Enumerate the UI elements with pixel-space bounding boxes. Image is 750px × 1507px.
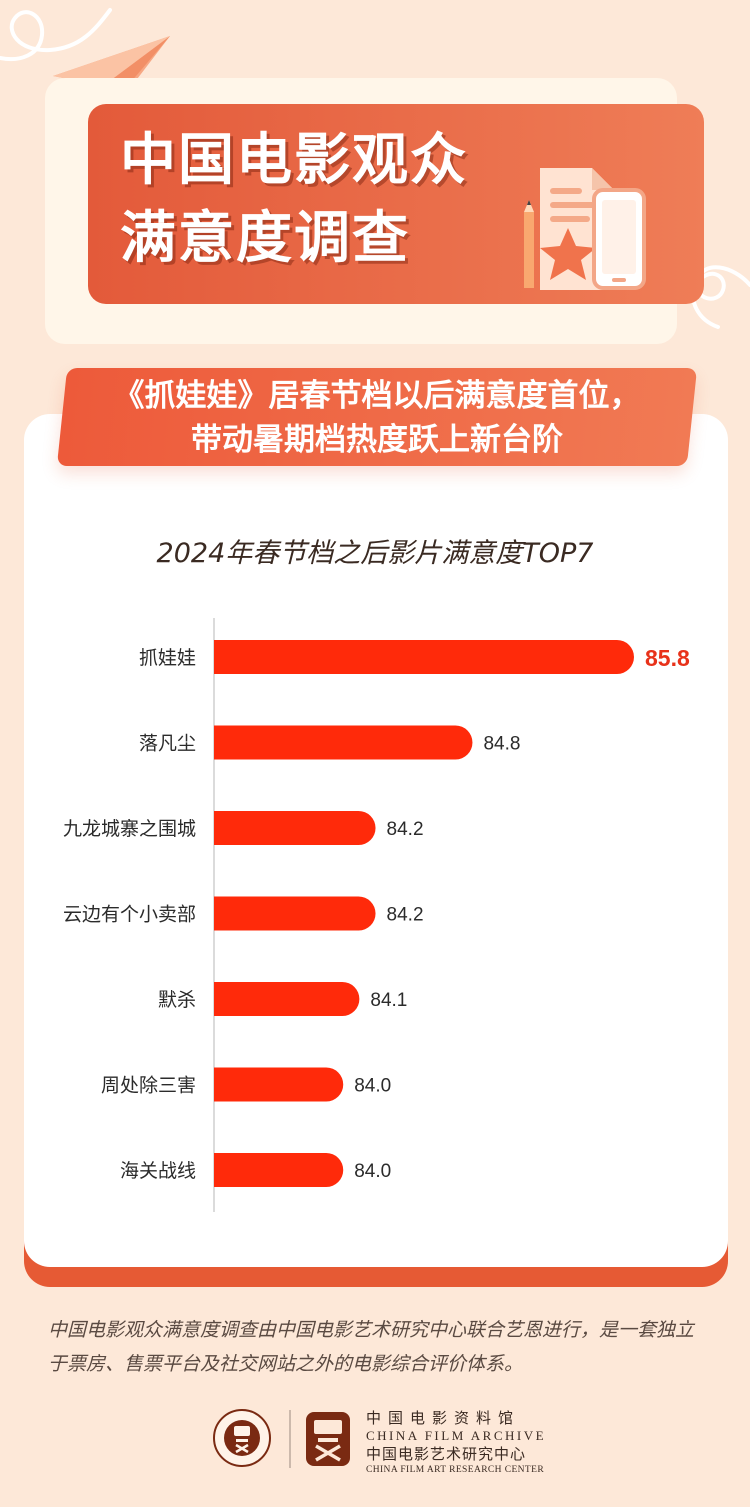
film-art-logo-icon: [306, 1412, 350, 1466]
bar-chart: 抓娃娃 85.8 落凡尘 84.8 九龙城寨之围城 84.2 云边有个小卖部 84.2 默杀 84…: [63, 618, 690, 1212]
footnote: 中国电影观众满意度调查由中国电影艺术研究中心联合艺恩进行，是一套独立于票房、售票…: [48, 1319, 695, 1375]
bar-0: [214, 640, 634, 674]
bar-1: [214, 725, 473, 760]
chart-title: 2024年春节档之后影片满意度TOP7: [156, 538, 594, 569]
value-label: 84.0: [354, 1076, 391, 1097]
page-title-line2: 满意度调查: [120, 206, 410, 271]
value-label: 84.8: [483, 734, 520, 755]
subtitle-line1: 《抓娃娃》居春节档以后满意度首位，: [113, 378, 641, 414]
bar-2: [214, 811, 376, 845]
bar-5: [214, 1067, 344, 1102]
page-title: 中国电影观众 满意度调查: [120, 122, 540, 278]
org-name-archive-en: CHINA FILM ARCHIVE: [366, 1428, 547, 1443]
org-name-archive: 中国电影资料馆: [366, 1409, 521, 1427]
org-name-research-center-en: CHINA FILM ART RESEARCH CENTER: [366, 1465, 545, 1475]
category-label: 云边有个小卖部: [63, 904, 196, 926]
value-label: 85.8: [645, 645, 690, 671]
bar-3: [214, 896, 376, 931]
decorative-swirl: [0, 8, 112, 61]
category-label: 海关战线: [120, 1160, 196, 1182]
value-label: 84.0: [354, 1161, 391, 1182]
category-label: 默杀: [158, 989, 196, 1011]
value-label: 84.2: [387, 905, 424, 926]
chart-card: [24, 414, 728, 1267]
value-label: 84.1: [370, 990, 407, 1011]
value-label: 84.2: [387, 819, 424, 840]
document-phone-icon: [524, 168, 646, 290]
category-label: 抓娃娃: [139, 647, 196, 669]
org-name-research-center: 中国电影艺术研究中心: [366, 1445, 527, 1463]
category-label: 落凡尘: [139, 733, 196, 755]
subtitle-line2: 带动暑期档热度跃上新台阶: [191, 422, 563, 458]
org-logos: [213, 1409, 350, 1468]
page-title-line1: 中国电影观众: [120, 128, 468, 193]
category-label: 周处除三害: [101, 1075, 196, 1097]
bar-4: [214, 982, 360, 1016]
bar-6: [214, 1153, 344, 1187]
subtitle: 《抓娃娃》居春节档以后满意度首位， 带动暑期档热度跃上新台阶: [62, 374, 692, 462]
category-label: 九龙城寨之围城: [63, 818, 196, 840]
archive-seal-icon: [213, 1409, 271, 1467]
